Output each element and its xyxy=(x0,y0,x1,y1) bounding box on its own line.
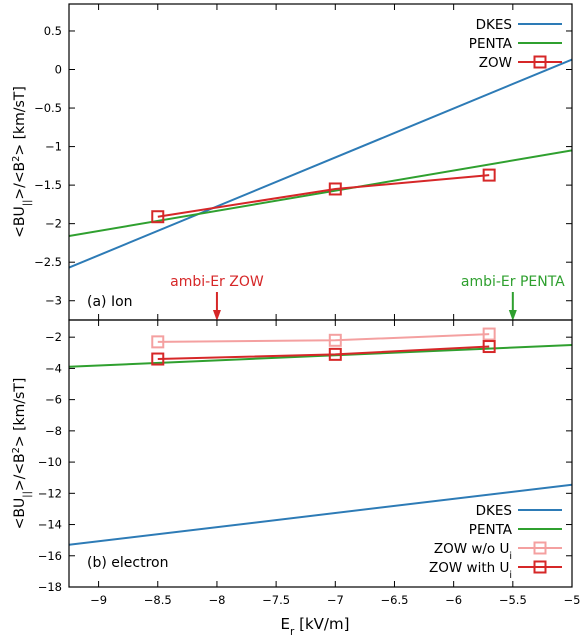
y-tick-label: −6 xyxy=(45,393,62,407)
y-tick-label: −16 xyxy=(38,549,62,563)
legend-label: ZOW w/o Ui xyxy=(434,541,512,562)
legend-entry-dkes: DKES xyxy=(476,503,562,519)
y-tick-label: 0.5 xyxy=(44,24,62,38)
y-tick-label: −4 xyxy=(45,361,62,375)
legend-entry-zow-w-o-ui: ZOW w/o Ui xyxy=(434,541,562,562)
series-line-zow-w-o-ui xyxy=(157,333,490,343)
data-point-zow-with-ui xyxy=(482,340,496,354)
annotation-arrowhead xyxy=(508,310,517,321)
series-line-zow-with-ui xyxy=(157,345,490,360)
legend-entry-zow: ZOW xyxy=(479,55,562,71)
data-point-zow-w-o-ui xyxy=(328,333,342,347)
series-line-zow xyxy=(157,174,490,218)
series-line-dkes xyxy=(69,58,572,269)
y-tick-label: −3 xyxy=(45,294,62,308)
x-axis-label: Er [kV/m] xyxy=(281,615,350,638)
legend-label: ZOW xyxy=(479,55,512,71)
plot-area xyxy=(69,327,572,546)
y-tick-label: −2 xyxy=(45,217,62,231)
annotation-ambi-er-penta: ambi-Er PENTA xyxy=(461,274,565,321)
panel-label: (b) electron xyxy=(87,555,168,571)
legend-entry-penta: PENTA xyxy=(469,522,562,538)
y-axis-label: <BU||>/<B2> [km/sT] xyxy=(11,378,33,530)
panel-label: (a) Ion xyxy=(87,294,133,310)
annotation-arrowhead xyxy=(212,310,221,321)
series-line-dkes xyxy=(69,483,572,546)
x-tick-label: −7 xyxy=(327,593,344,607)
y-tick-label: −1 xyxy=(45,140,62,154)
panels: 0.5 0 −0.5 −1 −1.5 −2 −2.5 −3 <BU||>/<B2> [km/sT… xyxy=(11,3,580,607)
data-point-zow-with-ui xyxy=(328,347,342,361)
y-tick-label: −2.5 xyxy=(34,255,62,269)
plot-area xyxy=(69,58,572,269)
legend-entry-dkes: DKES xyxy=(476,17,562,33)
y-tick-label: −12 xyxy=(38,486,62,500)
legend-marker xyxy=(533,541,547,555)
x-tick-label: −9 xyxy=(90,593,107,607)
panel-electron: −2 −4 −6 −8 −10 −12 −14 −16 −18 −9 −8.5 −8 −7.5 −7 −6.… xyxy=(11,319,580,607)
y-axis-label: <BU||>/<B2> [km/sT] xyxy=(11,86,33,238)
series-line-penta xyxy=(69,344,572,368)
legend-entry-penta: PENTA xyxy=(469,36,562,52)
legend-label: DKES xyxy=(476,503,512,519)
legend-label: PENTA xyxy=(469,36,513,52)
x-tick-label: −6 xyxy=(445,593,462,607)
data-point-zow xyxy=(328,182,342,196)
annotation-label: ambi-Er ZOW xyxy=(170,274,264,290)
axes-frame xyxy=(68,319,573,588)
y-tick-label: 0 xyxy=(55,63,62,77)
data-point-zow-with-ui xyxy=(151,352,165,366)
data-point-zow xyxy=(482,168,496,182)
legend-entry-zow-with-ui: ZOW with Ui xyxy=(429,560,562,581)
legend-label: PENTA xyxy=(469,522,513,538)
panel-ion: 0.5 0 −0.5 −1 −1.5 −2 −2.5 −3 <BU||>/<B2> [km/sT… xyxy=(11,3,573,321)
data-point-zow-w-o-ui xyxy=(482,327,496,341)
legend-label: DKES xyxy=(476,17,512,33)
annotation-ambi-er-zow: ambi-Er ZOW xyxy=(170,274,264,321)
x-tick-label: −5 xyxy=(564,593,580,607)
y-tick-label: −10 xyxy=(38,455,62,469)
y-tick-label: −8 xyxy=(45,424,62,438)
x-tick-label: −7.5 xyxy=(262,593,290,607)
legend-marker xyxy=(533,560,547,574)
x-tick-label: −8 xyxy=(208,593,225,607)
x-tick-label: −6.5 xyxy=(381,593,409,607)
x-tick-label: −8.5 xyxy=(144,593,172,607)
y-tick-label: −2 xyxy=(45,330,62,344)
y-tick-label: −18 xyxy=(38,580,62,594)
legend-marker xyxy=(533,55,547,69)
data-point-zow-w-o-ui xyxy=(151,335,165,349)
y-tick-label: −1.5 xyxy=(34,178,62,192)
y-tick-label: −0.5 xyxy=(34,101,62,115)
legend-label: ZOW with Ui xyxy=(429,560,512,581)
y-tick-label: −14 xyxy=(38,518,62,532)
data-point-zow xyxy=(151,210,165,224)
x-tick-label: −5.5 xyxy=(499,593,527,607)
annotation-label: ambi-Er PENTA xyxy=(461,274,565,290)
